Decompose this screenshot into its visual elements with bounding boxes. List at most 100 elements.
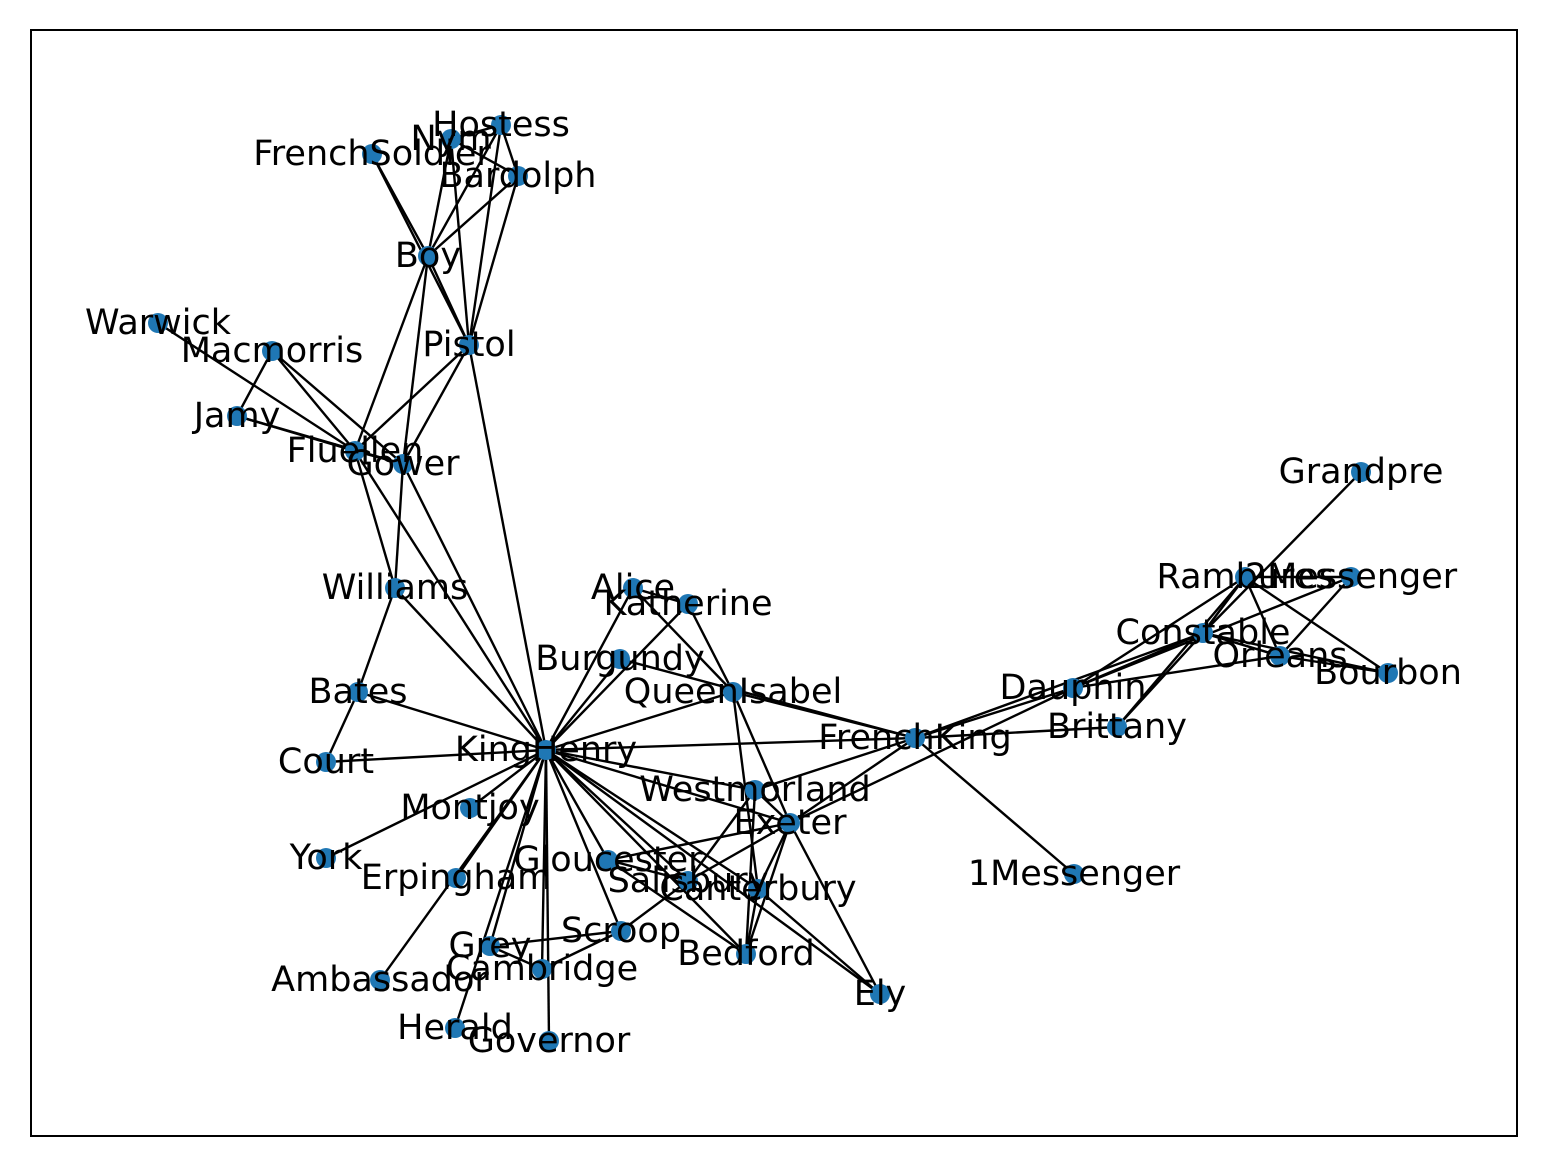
node-frenchsoldier (362, 144, 382, 164)
node-label-williams: Williams (322, 568, 469, 608)
node-fluellen (345, 441, 365, 461)
node-bardolph (508, 166, 528, 186)
node-label-montjoy: Montjoy (400, 788, 539, 828)
node-label-1messenger: 1Messenger (968, 854, 1181, 894)
node-erpingham (446, 868, 466, 888)
node-label-herald: Herald (397, 1008, 513, 1048)
node-label-bedford: Bedford (677, 934, 815, 974)
edge-bates-kinghenry (357, 690, 547, 752)
edge-bardolph-boy (427, 175, 519, 257)
node-orleans (1270, 646, 1290, 666)
edge-rambures-bourbon (1244, 576, 1389, 674)
node-label-frenchking: FrenchKing (818, 718, 1011, 758)
node-bedford (736, 944, 756, 964)
edge-kinghenry-york (325, 748, 547, 860)
node-label-ambassador: Ambassador (271, 960, 489, 1000)
edge-exeter-frenchking (789, 737, 916, 824)
node-ambassador (370, 970, 390, 990)
node-label-gower: Gower (346, 444, 460, 484)
edge-orleans-2messenger (1279, 576, 1352, 657)
edge-bates-court (324, 691, 360, 763)
node-boy (418, 246, 438, 266)
node-jamy (227, 406, 247, 426)
node-westmorland (745, 780, 765, 800)
node-canterbury (748, 879, 768, 899)
edge-constable-bourbon (1202, 631, 1389, 675)
edge-kinghenry-westmorland (545, 748, 756, 792)
node-label-canterbury: Canterbury (659, 869, 856, 909)
node-layer (148, 115, 1398, 1051)
node-label-jamy: Jamy (192, 396, 281, 436)
node-grey (480, 936, 500, 956)
edge-kinghenry-salisbury (545, 749, 689, 882)
node-label-governor: Governor (468, 1021, 631, 1061)
node-constable (1193, 623, 1213, 643)
node-label-scroop: Scroop (561, 911, 681, 951)
edge-canterbury-bedford (744, 888, 760, 955)
node-salisbury (678, 871, 698, 891)
edge-scroop-cambridge (541, 929, 622, 971)
node-label-alice: Alice (591, 568, 675, 608)
node-label-bates: Bates (309, 672, 408, 712)
edge-kinghenry-frenchking (545, 736, 916, 752)
edge-queenisabel-exeter (731, 691, 792, 824)
edge-pistol-kinghenry (467, 344, 548, 751)
edge-rambures-brittany (1116, 576, 1246, 728)
node-ely (870, 984, 890, 1004)
edge-dauphin-orleans (1072, 654, 1281, 690)
edge-frenchking-brittany (914, 725, 1118, 740)
edge-exeter-dauphin (789, 686, 1074, 825)
edge-alice-queenisabel (632, 587, 734, 693)
node-gower (393, 454, 413, 474)
node-bates (348, 682, 368, 702)
edge-warwick-fluellen (157, 321, 356, 453)
node-2messenger (1341, 567, 1361, 587)
node-label-pistol: Pistol (422, 325, 515, 365)
edge-fluellen-williams (353, 450, 397, 589)
edge-frenchking-constable (914, 631, 1204, 740)
edge-westmorland-salisbury (687, 789, 756, 882)
edge-kinghenry-scroop (544, 749, 623, 932)
node-nym (441, 129, 461, 149)
node-label-kinghenry: KingHenry (455, 730, 637, 770)
node-label-katherine: Katherine (603, 584, 772, 624)
node-label-queenisabel: QueenIsabel (624, 672, 842, 712)
edge-burgundy-kinghenry (545, 658, 621, 751)
edge-hostess-boy (426, 124, 503, 257)
node-label-brittany: Brittany (1047, 707, 1187, 747)
edge-williams-bates (356, 587, 397, 693)
node-label-bardolph: Bardolph (440, 156, 597, 196)
node-label-hostess: Hostess (432, 105, 570, 145)
node-pistol (459, 335, 479, 355)
node-york (316, 848, 336, 868)
edge-alice-kinghenry (544, 587, 635, 751)
node-brittany (1107, 717, 1127, 737)
node-label-burgundy: Burgundy (535, 639, 704, 679)
edge-exeter-salisbury (687, 821, 791, 883)
node-label-cambridge: Cambridge (446, 949, 638, 989)
edge-katherine-kinghenry (545, 603, 689, 751)
edge-kinghenry-ambassador (379, 749, 547, 981)
node-hostess (491, 115, 511, 135)
edge-kinghenry-ely (545, 749, 881, 995)
node-label-exeter: Exeter (734, 803, 848, 843)
node-gloucester (598, 850, 618, 870)
edge-gower-williams (393, 463, 405, 589)
node-label-warwick: Warwick (85, 303, 232, 343)
edge-boy-gower (401, 255, 430, 465)
node-label-erpingham: Erpingham (361, 858, 552, 898)
edge-gower-kinghenry (401, 463, 548, 751)
node-grandpre (1351, 462, 1371, 482)
node-exeter (780, 813, 800, 833)
edge-orleans-rambures (1243, 576, 1282, 657)
node-label-gloucester: Gloucester (513, 840, 703, 880)
node-label-grandpre: Grandpre (1279, 452, 1444, 492)
node-williams (385, 578, 405, 598)
edge-kinghenry-gloucester (544, 749, 610, 861)
node-montjoy (460, 798, 480, 818)
node-label-bourbon: Bourbon (1314, 653, 1462, 693)
edge-exeter-gloucester (607, 821, 791, 862)
node-burgundy (610, 649, 630, 669)
node-label-boy: Boy (395, 236, 461, 276)
